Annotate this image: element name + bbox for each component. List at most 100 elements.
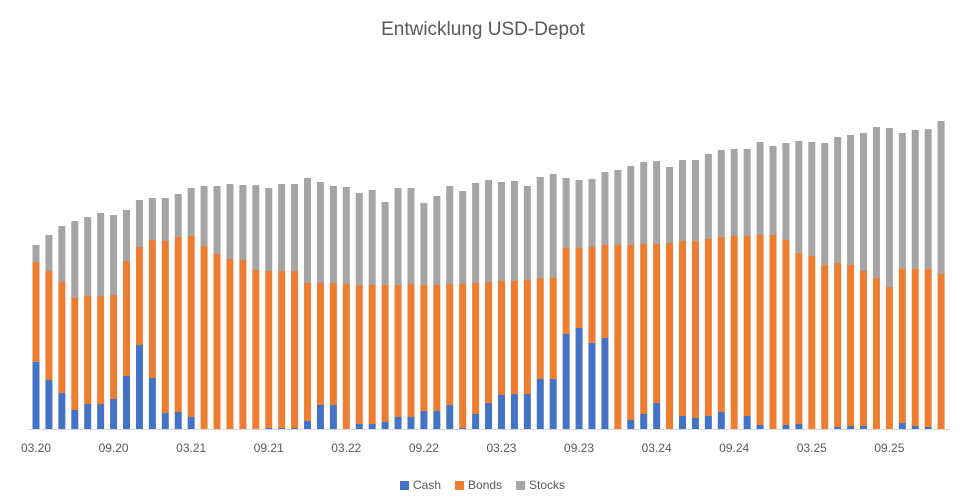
bar-segment [860, 426, 868, 429]
bar-segment [148, 378, 156, 429]
bar-segment [679, 241, 686, 416]
bar-segment [110, 399, 118, 429]
bar-segment [872, 127, 880, 278]
bar-segment [45, 380, 53, 429]
bar-segment [213, 254, 221, 429]
bar-segment [614, 170, 622, 245]
bar-segment [187, 188, 195, 236]
bar-segment [549, 379, 557, 429]
bar-segment [135, 200, 143, 247]
bar-segment [239, 260, 247, 429]
bar-segment [381, 422, 389, 429]
x-tick-label: 09.24 [719, 441, 749, 455]
x-tick-label: 09.21 [254, 441, 284, 455]
bar-segment [174, 237, 182, 412]
bar-segment [84, 296, 92, 404]
bar-segment [653, 161, 661, 244]
bar-segment [368, 424, 376, 429]
bar-segment [71, 298, 79, 410]
x-tick-label: 03.24 [642, 441, 672, 455]
bar-segment [640, 162, 648, 244]
bar-segment [123, 261, 131, 376]
bar-segment [329, 186, 337, 283]
bar-segment [795, 141, 803, 253]
bar-segment [536, 379, 544, 429]
bar-segment [329, 283, 337, 405]
bar-segment [536, 278, 544, 379]
bar-segment [97, 404, 105, 429]
bar-segment [562, 334, 570, 429]
bar-segment [743, 149, 751, 236]
x-tick-label: 09.20 [99, 441, 129, 455]
bar-segment [937, 121, 945, 274]
bar-segment [911, 269, 919, 426]
bar-segment [161, 198, 169, 241]
bar-segment [769, 146, 777, 235]
bar-segment [291, 271, 299, 428]
bar-segment [472, 414, 480, 429]
bar-segment [730, 236, 738, 429]
bar-segment [743, 416, 751, 429]
bar-segment [485, 403, 493, 429]
chart-title: Entwicklung USD-Depot [381, 19, 586, 40]
bar-segment [394, 417, 402, 429]
bar-segment [304, 178, 312, 283]
bar-segment [497, 281, 505, 395]
bar-segment [342, 284, 350, 429]
bar-segment [627, 166, 635, 245]
bar-segment [666, 167, 674, 243]
bar-segment [898, 423, 906, 429]
bar-segment [58, 282, 66, 393]
bar-segment [71, 221, 79, 298]
bar-segment [355, 424, 363, 429]
bar-segment [510, 281, 518, 394]
bar-segment [575, 328, 583, 429]
bar-segment [588, 247, 596, 343]
bar-segment [847, 265, 855, 426]
bar-segment [265, 428, 273, 429]
x-tick-label: 09.23 [564, 441, 594, 455]
bar-segment [795, 424, 803, 429]
bar-segment [278, 184, 286, 271]
bar-segment [381, 285, 389, 422]
bar-segment [407, 417, 415, 429]
bar-segment [523, 280, 531, 394]
bar-segment [84, 217, 92, 296]
bar-segment [640, 244, 648, 414]
bar-segment [446, 284, 454, 405]
bar-segment [782, 240, 790, 425]
bar-segment [32, 262, 40, 362]
x-tick-label: 09.22 [409, 441, 439, 455]
x-tick-label: 03.23 [486, 441, 516, 455]
bar-segment [627, 245, 635, 420]
bar-segment [71, 410, 79, 429]
bar-segment [97, 213, 105, 296]
bar-segment [58, 226, 66, 282]
bar-segment [497, 182, 505, 281]
legend-label: Stocks [529, 478, 565, 492]
bar-segment [924, 129, 932, 269]
bar-segment [782, 425, 790, 429]
bar-segment [497, 395, 505, 429]
bar-segment [911, 130, 919, 269]
bar-segment [756, 142, 764, 235]
bar-segment [510, 181, 518, 281]
bar-segment [32, 362, 40, 429]
bar-segment [329, 405, 337, 429]
bar-segment [187, 236, 195, 417]
bar-segment [407, 188, 415, 284]
bar-segment [860, 133, 868, 271]
bar-segment [316, 405, 324, 429]
bar-segment [627, 420, 635, 429]
bar-segment [653, 403, 661, 429]
bar-segment [769, 235, 777, 429]
bar-segment [523, 186, 531, 280]
bar-segment [381, 202, 389, 285]
bar-segment [459, 284, 467, 428]
bar-segment [368, 285, 376, 424]
bar-segment [937, 274, 945, 429]
bar-segment [847, 426, 855, 429]
x-tick-label: 03.20 [21, 441, 51, 455]
bar-segment [485, 180, 493, 282]
